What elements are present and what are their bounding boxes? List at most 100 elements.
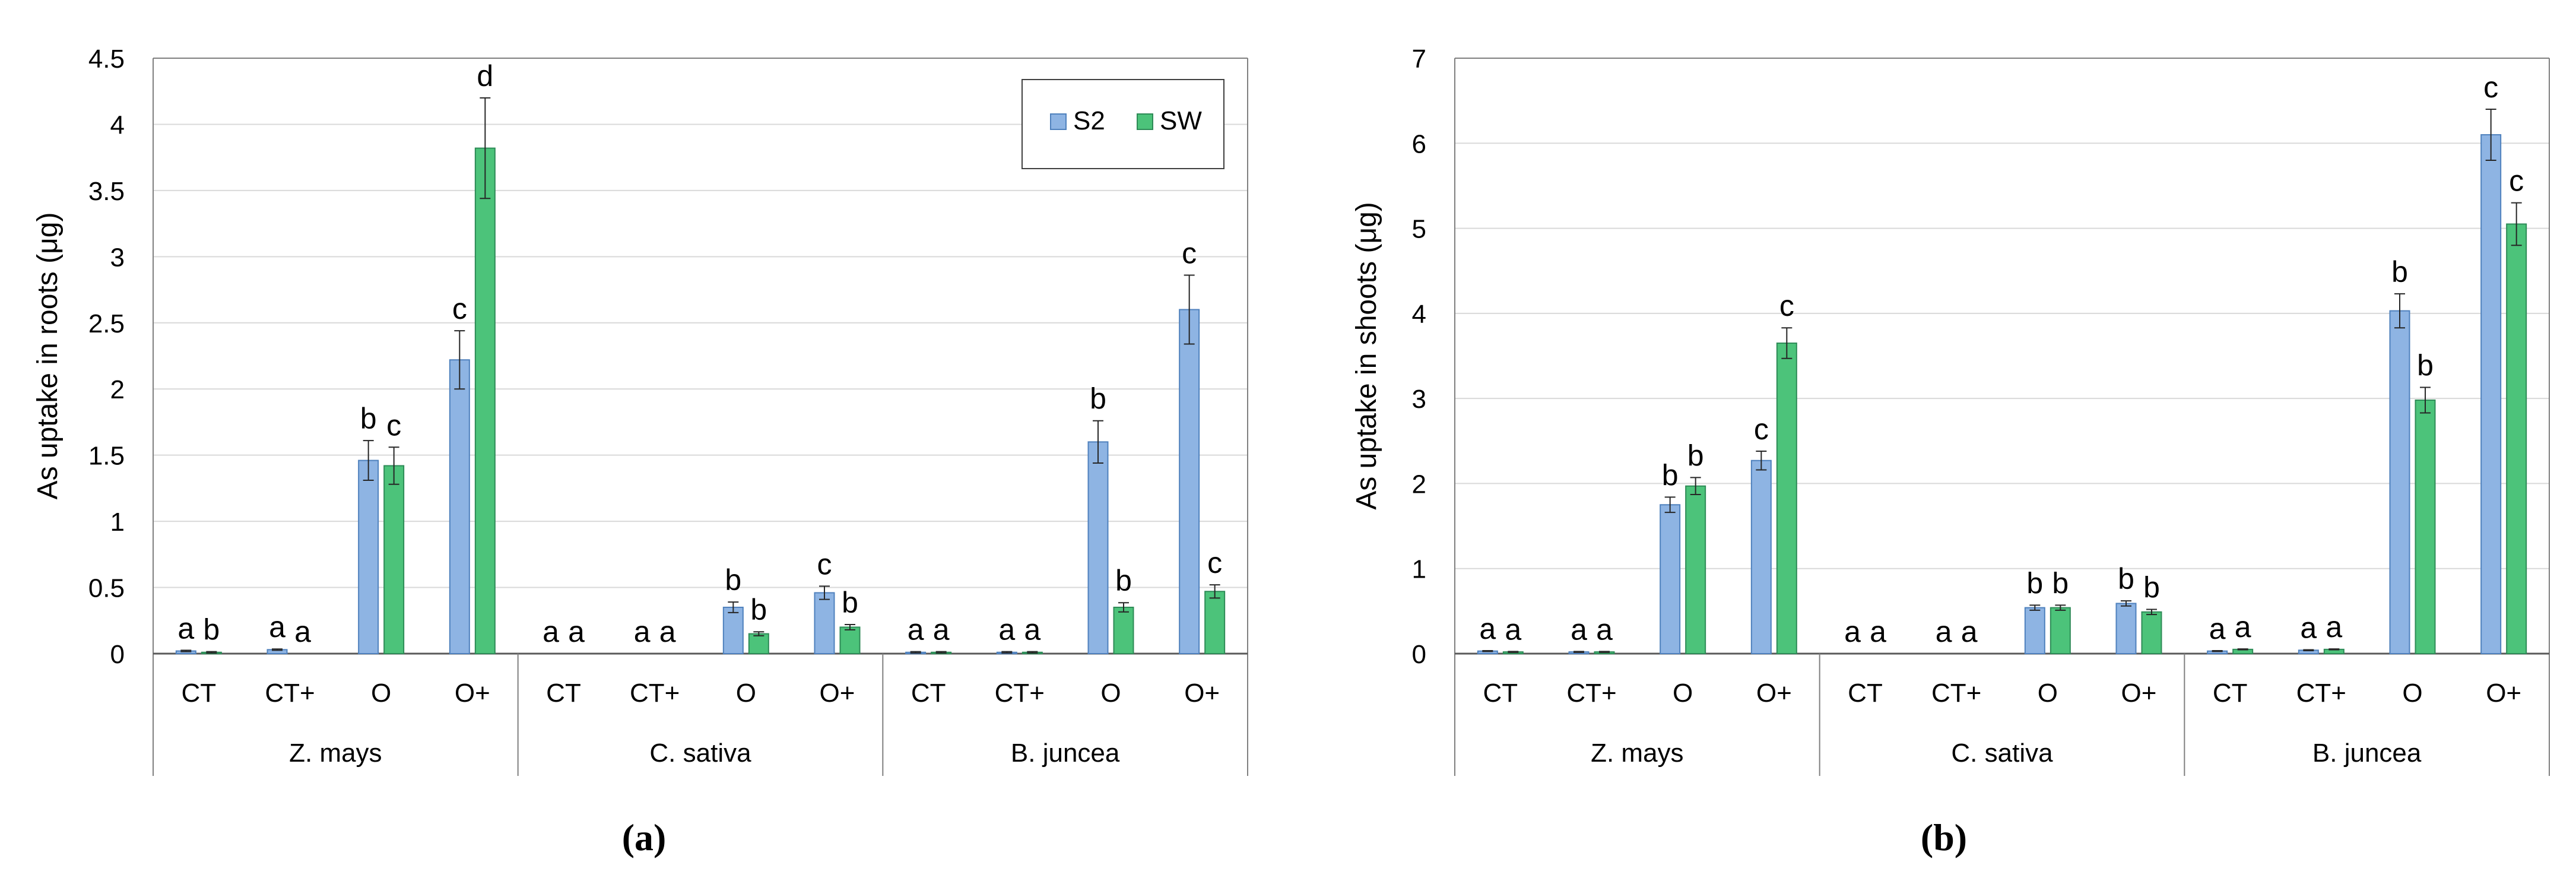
x-tick-label: O [1100,679,1121,708]
significance-letter: a [1936,615,1952,648]
x-tick-label: CT+ [995,679,1045,708]
significance-letter: a [1961,615,1978,648]
y-tick-label: 3 [110,243,125,272]
significance-letter: b [203,613,220,647]
bar-S2-O+ [1750,459,1772,655]
group-label: Z. mays [289,739,382,768]
bar-SW-O+ [2506,223,2527,654]
x-tick-label: CT+ [1931,679,1981,708]
significance-letter: b [360,402,377,435]
bar-S2-O+ [1179,309,1200,654]
y-axis-label: As uptake in roots (μg) [32,213,64,500]
y-tick-label: 3.5 [88,177,125,206]
x-tick-label: O+ [455,679,490,708]
y-tick-label: 6 [1412,129,1426,159]
bar-SW-O+ [2141,611,2162,655]
bar-SW-O [748,633,769,654]
x-tick-label: CT [1848,679,1883,708]
significance-letter: a [2235,610,2251,644]
significance-letter: a [659,615,676,648]
significance-letter: b [1662,458,1679,492]
legend-label-S2: S2 [1073,106,1105,135]
y-tick-label: 0.5 [88,574,125,603]
significance-letter: c [2483,71,2498,104]
bar-S2-O+ [2115,603,2137,654]
bar-S2-O+ [814,592,835,655]
group-label: C. sativa [649,739,751,768]
y-tick-label: 1.5 [88,442,125,471]
bar-S2-O [1087,441,1109,655]
significance-letter: a [1571,613,1587,646]
y-tick-label: 4.5 [88,45,125,74]
bar-S2-O [1660,504,1681,654]
significance-letter: a [1505,613,1521,646]
y-tick-label: 7 [1412,45,1426,74]
significance-letter: b [2417,349,2434,382]
x-tick-label: CT+ [2296,679,2346,708]
bar-SW-O+ [474,147,496,654]
significance-letter: a [908,613,924,647]
significance-letter: c [1779,289,1794,322]
group-label: C. sativa [1951,739,2053,768]
x-tick-label: O+ [2486,679,2521,708]
significance-letter: a [2300,611,2317,645]
x-tick-label: O+ [1756,679,1792,708]
significance-letter: a [1479,612,1496,645]
significance-letter: a [2326,610,2342,644]
y-tick-label: 4 [1412,300,1426,329]
significance-letter: a [634,615,651,648]
y-tick-label: 0 [1412,640,1426,669]
significance-letter: c [2509,164,2524,198]
bar-SW-O [383,465,405,655]
significance-letter: a [933,613,950,647]
x-tick-label: CT+ [630,679,680,708]
legend-swatch-S2 [1050,113,1067,130]
bar-S2-O+ [449,359,470,654]
significance-letter: b [2118,562,2134,595]
significance-letter: a [269,610,285,644]
bar-SW-O+ [839,626,861,655]
significance-letter: c [1182,237,1197,270]
bar-SW-O+ [1204,591,1226,655]
significance-letter: b [1090,382,1106,416]
significance-letter: a [1024,613,1040,647]
significance-letter: c [1207,546,1222,579]
y-tick-label: 2 [110,375,125,404]
bar-SW-O [1685,485,1706,655]
x-tick-label: O+ [1184,679,1220,708]
significance-letter: c [386,408,401,442]
significance-letter: b [2052,566,2069,600]
x-tick-label: O [371,679,391,708]
significance-letter: b [750,593,767,626]
significance-letter: b [1687,439,1704,472]
significance-letter: a [568,615,585,648]
y-tick-label: 4 [110,110,125,140]
group-label: Z. mays [1591,739,1683,768]
significance-letter: b [1115,564,1132,597]
x-tick-label: O+ [820,679,855,708]
significance-letter: b [2391,255,2408,289]
y-tick-label: 1 [1412,555,1426,584]
x-tick-label: CT+ [1566,679,1616,708]
x-tick-label: CT [2213,679,2248,708]
significance-letter: a [1844,615,1861,648]
y-tick-label: 1 [110,508,125,537]
significance-letter: a [294,615,311,648]
significance-letter: c [817,547,832,581]
x-tick-label: O [2402,679,2422,708]
y-axis-label: As uptake in shoots (μg) [1351,202,1382,510]
significance-letter: b [842,586,858,619]
y-tick-label: 2 [1412,470,1426,499]
bar-SW-O+ [1776,343,1797,654]
x-tick-label: O+ [2121,679,2157,708]
significance-letter: c [452,292,467,325]
bar-S2-O [2024,607,2045,655]
significance-letter: a [1870,615,1886,648]
x-tick-label: CT [1483,679,1518,708]
significance-letter: a [998,613,1015,647]
bar-S2-O+ [2480,134,2502,654]
significance-letter: c [1754,413,1769,446]
x-tick-label: O [1673,679,1693,708]
